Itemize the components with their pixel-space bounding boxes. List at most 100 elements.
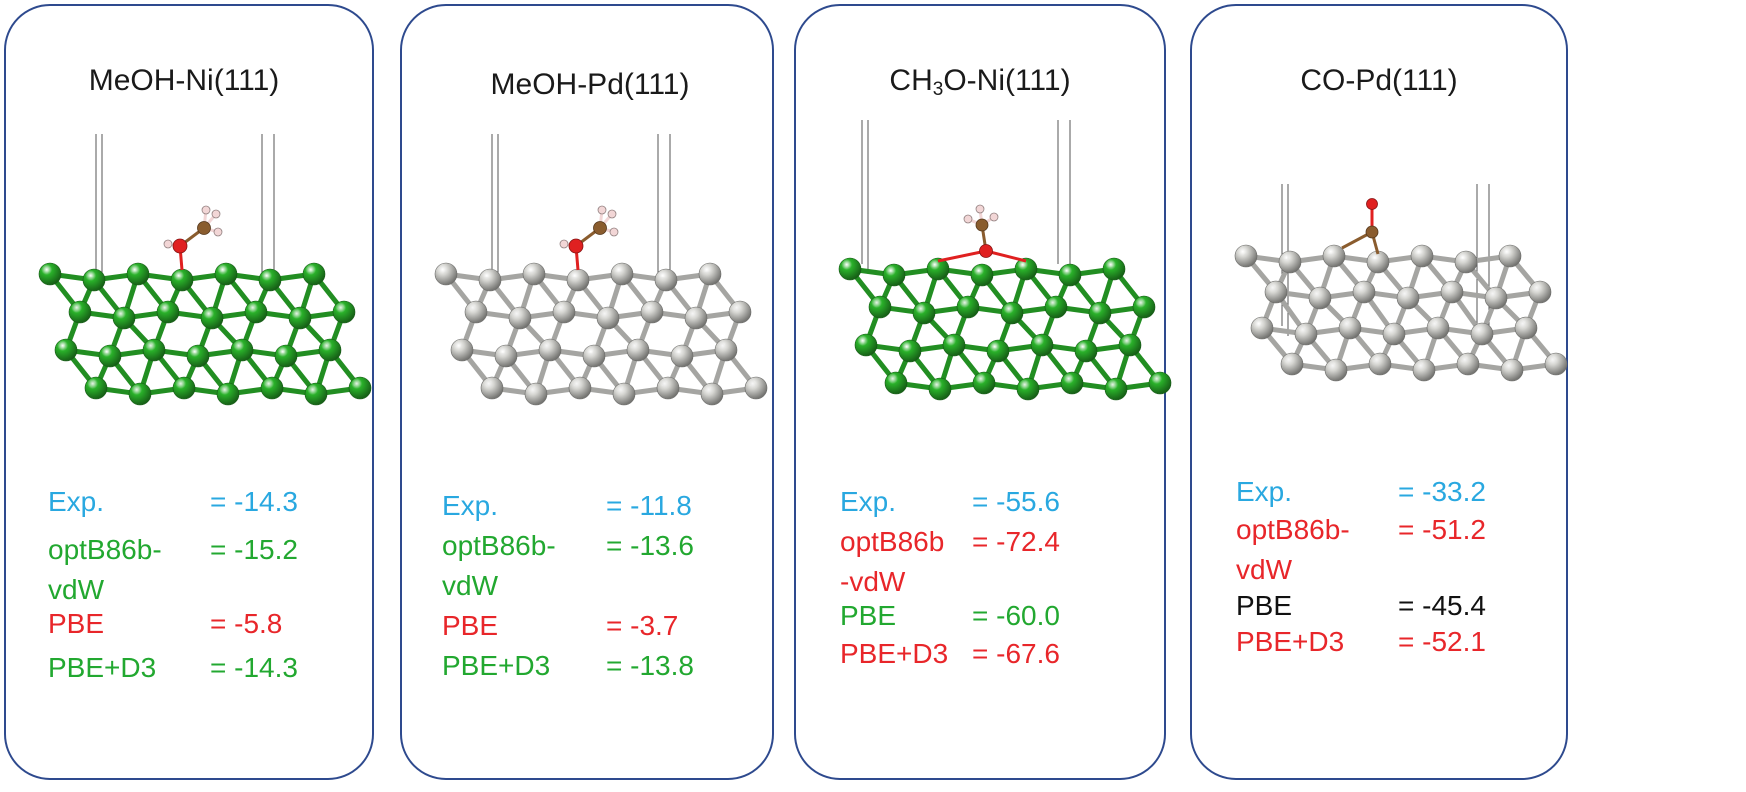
metal-atom [302,262,326,286]
metal-atom [1234,244,1258,268]
metal-atom [656,376,680,400]
metal-atom [1074,339,1098,363]
metal-atom [1454,250,1478,274]
metal-atom [522,262,546,286]
metal-atom [1498,244,1522,268]
hydrogen-atom [609,227,619,237]
metal-atom [1484,286,1508,310]
metal-atom [654,268,678,292]
hydrogen-atom [201,205,211,215]
oxygen-atom [1366,198,1378,210]
metal-atom [714,338,738,362]
metal-atom [172,376,196,400]
metal-atom [112,306,136,330]
metal-atom [942,333,966,357]
metal-bonds [847,266,1163,392]
hydrogen-atom [975,204,985,214]
metal-atom [610,262,634,286]
metal-atom [1278,250,1302,274]
metal-atom [508,306,532,330]
metal-atom [1118,333,1142,357]
metal-atom [884,371,908,395]
oxygen-atom [979,244,993,258]
metal-atom [288,306,312,330]
metal-atom [450,338,474,362]
metal-atom [1440,280,1464,304]
metal-atom [1132,295,1156,319]
metal-atom [1308,286,1332,310]
carbon-atom [1365,225,1379,239]
metal-atom [54,338,78,362]
metal-atom [912,301,936,325]
metal-atom [728,300,752,324]
hydrogen-atom [607,209,617,219]
metal-atom [854,333,878,357]
metal-atom [1322,244,1346,268]
metal-atom [928,377,952,401]
metal-atom [304,382,328,406]
metal-atom [214,262,238,286]
hydrogen-atom [213,227,223,237]
panel-co-pd111: CO-Pd(111) Exp. = -33.2 optB86b- vdW = -51… [1190,4,1568,780]
metal-atom [128,382,152,406]
metal-atom [142,338,166,362]
metal-atom [986,339,1010,363]
hydrogen-atom [597,205,607,215]
metal-bonds [47,271,363,397]
metal-atoms [1234,244,1568,382]
metal-atom [1410,244,1434,268]
metal-atom [1426,316,1450,340]
metal-atom [596,306,620,330]
carbon-atom [197,221,211,235]
metal-atom [216,382,240,406]
metal-atom [480,376,504,400]
metal-atom [626,338,650,362]
carbon-atom [975,218,989,232]
metal-atom [348,376,372,400]
metal-atom [1500,358,1524,382]
unit-cell-lines [861,120,1071,274]
metal-atom [1016,377,1040,401]
metal-atom [700,382,724,406]
metal-atom [970,263,994,287]
metal-atom [568,376,592,400]
metal-atom [318,338,342,362]
metal-atoms [838,257,1172,401]
metal-atom [1470,322,1494,346]
metal-atom [1058,263,1082,287]
metal-atom [898,339,922,363]
metal-atom [244,300,268,324]
adsorbate-molecule [1341,198,1380,255]
metal-atom [258,268,282,292]
metal-atom [1368,352,1392,376]
metal-atom [956,295,980,319]
metal-bonds [443,271,759,397]
metal-atom [1456,352,1480,376]
metal-atom [84,376,108,400]
metal-atom [274,344,298,368]
metal-atom [640,300,664,324]
metal-atom [126,262,150,286]
hydrogen-atom [963,214,973,224]
metal-atom [926,257,950,281]
metal-atom [1088,301,1112,325]
panel-title: MeOH-Pd(111) [490,68,690,101]
hydrogen-atom [211,209,221,219]
metal-atom [566,268,590,292]
metal-atom [670,344,694,368]
hydrogen-atom [989,212,999,222]
metal-atoms [434,262,768,406]
metal-atom [1250,316,1274,340]
metal-atom [1382,322,1406,346]
metal-atom [1280,352,1304,376]
metal-atom [230,338,254,362]
adsorbate-molecule [559,205,619,271]
panel-title: CO-Pd(111) [1300,64,1458,97]
metal-atom [1000,301,1024,325]
panel-title: MeOH-Ni(111) [88,64,280,97]
metal-atom [478,268,502,292]
panel-ch3o-ni111: CH3O-Ni(111) Exp. = -55.6 optB86b -vdW = -… [794,4,1172,780]
metal-atom [1396,286,1420,310]
metal-atom [186,344,210,368]
metal-atom [882,263,906,287]
